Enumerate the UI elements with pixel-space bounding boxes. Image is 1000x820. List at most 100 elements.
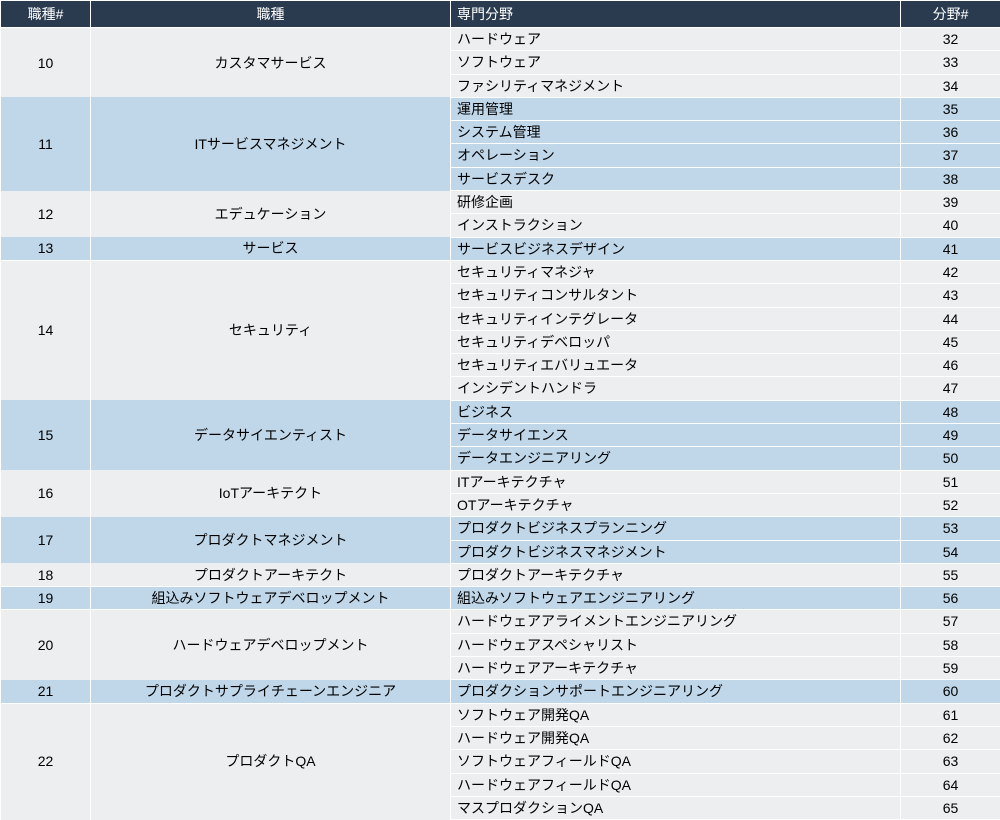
field-num-cell: 63 — [901, 750, 1000, 773]
field-num-cell: 57 — [901, 610, 1000, 633]
field-num-cell: 34 — [901, 74, 1000, 97]
specialty-cell: ハードウェア — [451, 28, 901, 51]
specialty-cell: プロダクトビジネスマネジメント — [451, 540, 901, 563]
specialty-cell: ビジネス — [451, 400, 901, 423]
field-num-cell: 58 — [901, 633, 1000, 656]
job-name-cell: プロダクトアーキテクト — [91, 563, 451, 586]
job-name-cell: データサイエンティスト — [91, 400, 451, 470]
field-num-cell: 53 — [901, 517, 1000, 540]
table-body: 10カスタマサービスハードウェア32ソフトウェア33ファシリティマネジメント34… — [1, 28, 1000, 820]
specialty-cell: セキュリティエバリュエータ — [451, 354, 901, 377]
field-num-cell: 41 — [901, 237, 1000, 260]
specialty-cell: ハードウェアスペシャリスト — [451, 633, 901, 656]
specialty-cell: プロダクションサポートエンジニアリング — [451, 680, 901, 703]
header-field-num: 分野# — [901, 1, 1000, 28]
specialty-cell: 研修企画 — [451, 191, 901, 214]
job-num-cell: 20 — [1, 610, 91, 680]
specialty-cell: ハードウェア開発QA — [451, 726, 901, 749]
specialty-cell: OTアーキテクチャ — [451, 493, 901, 516]
specialty-cell: 組込みソフトウェアエンジニアリング — [451, 587, 901, 610]
field-num-cell: 56 — [901, 587, 1000, 610]
field-num-cell: 50 — [901, 447, 1000, 470]
job-name-cell: サービス — [91, 237, 451, 260]
job-name-cell: プロダクトサプライチェーンエンジニア — [91, 680, 451, 703]
job-num-cell: 22 — [1, 703, 91, 819]
job-name-cell: プロダクトQA — [91, 703, 451, 819]
table-row: 18プロダクトアーキテクトプロダクトアーキテクチャ55 — [1, 563, 1000, 586]
job-num-cell: 21 — [1, 680, 91, 703]
job-name-cell: エデュケーション — [91, 191, 451, 238]
header-specialty: 専門分野 — [451, 1, 901, 28]
specialty-cell: インストラクション — [451, 214, 901, 237]
field-num-cell: 61 — [901, 703, 1000, 726]
job-num-cell: 19 — [1, 587, 91, 610]
specialty-cell: ソフトウェア — [451, 51, 901, 74]
field-num-cell: 60 — [901, 680, 1000, 703]
field-num-cell: 59 — [901, 657, 1000, 680]
field-num-cell: 55 — [901, 563, 1000, 586]
table-row: 19組込みソフトウェアデベロップメント組込みソフトウェアエンジニアリング56 — [1, 587, 1000, 610]
specialty-cell: ハードウェアアーキテクチャ — [451, 657, 901, 680]
header-job-num: 職種# — [1, 1, 91, 28]
field-num-cell: 51 — [901, 470, 1000, 493]
field-num-cell: 36 — [901, 121, 1000, 144]
specialty-cell: サービスデスク — [451, 167, 901, 190]
specialty-cell: ITアーキテクチャ — [451, 470, 901, 493]
table-row: 16IoTアーキテクトITアーキテクチャ51 — [1, 470, 1000, 493]
table-row: 20ハードウェアデベロップメントハードウェアアライメントエンジニアリング57 — [1, 610, 1000, 633]
table-row: 12エデュケーション研修企画39 — [1, 191, 1000, 214]
table-row: 22プロダクトQAソフトウェア開発QA61 — [1, 703, 1000, 726]
table-row: 13サービスサービスビジネスデザイン41 — [1, 237, 1000, 260]
job-num-cell: 17 — [1, 517, 91, 564]
field-num-cell: 44 — [901, 307, 1000, 330]
field-num-cell: 54 — [901, 540, 1000, 563]
table-row: 17プロダクトマネジメントプロダクトビジネスプランニング53 — [1, 517, 1000, 540]
job-specialty-table: 職種# 職種 専門分野 分野# 10カスタマサービスハードウェア32ソフトウェア… — [0, 0, 1000, 820]
job-name-cell: ハードウェアデベロップメント — [91, 610, 451, 680]
job-num-cell: 16 — [1, 470, 91, 517]
header-job-name: 職種 — [91, 1, 451, 28]
table-container: 職種# 職種 専門分野 分野# 10カスタマサービスハードウェア32ソフトウェア… — [0, 0, 1000, 820]
table-row: 11ITサービスマネジメント運用管理35 — [1, 97, 1000, 120]
field-num-cell: 62 — [901, 726, 1000, 749]
field-num-cell: 47 — [901, 377, 1000, 400]
specialty-cell: プロダクトアーキテクチャ — [451, 563, 901, 586]
job-name-cell: 組込みソフトウェアデベロップメント — [91, 587, 451, 610]
specialty-cell: インシデントハンドラ — [451, 377, 901, 400]
specialty-cell: セキュリティデベロッパ — [451, 330, 901, 353]
specialty-cell: ソフトウェアフィールドQA — [451, 750, 901, 773]
field-num-cell: 43 — [901, 284, 1000, 307]
job-num-cell: 13 — [1, 237, 91, 260]
field-num-cell: 48 — [901, 400, 1000, 423]
job-name-cell: プロダクトマネジメント — [91, 517, 451, 564]
specialty-cell: データサイエンス — [451, 424, 901, 447]
specialty-cell: ファシリティマネジメント — [451, 74, 901, 97]
job-num-cell: 12 — [1, 191, 91, 238]
job-num-cell: 14 — [1, 260, 91, 400]
field-num-cell: 64 — [901, 773, 1000, 796]
field-num-cell: 33 — [901, 51, 1000, 74]
table-row: 14セキュリティセキュリティマネジャ42 — [1, 260, 1000, 283]
field-num-cell: 39 — [901, 191, 1000, 214]
field-num-cell: 37 — [901, 144, 1000, 167]
job-num-cell: 11 — [1, 97, 91, 190]
field-num-cell: 38 — [901, 167, 1000, 190]
specialty-cell: プロダクトビジネスプランニング — [451, 517, 901, 540]
specialty-cell: システム管理 — [451, 121, 901, 144]
specialty-cell: ソフトウェア開発QA — [451, 703, 901, 726]
job-num-cell: 18 — [1, 563, 91, 586]
specialty-cell: 運用管理 — [451, 97, 901, 120]
field-num-cell: 45 — [901, 330, 1000, 353]
table-row: 15データサイエンティストビジネス48 — [1, 400, 1000, 423]
specialty-cell: セキュリティコンサルタント — [451, 284, 901, 307]
field-num-cell: 40 — [901, 214, 1000, 237]
job-name-cell: IoTアーキテクト — [91, 470, 451, 517]
specialty-cell: セキュリティインテグレータ — [451, 307, 901, 330]
job-num-cell: 10 — [1, 28, 91, 98]
field-num-cell: 46 — [901, 354, 1000, 377]
field-num-cell: 52 — [901, 493, 1000, 516]
specialty-cell: ハードウェアアライメントエンジニアリング — [451, 610, 901, 633]
specialty-cell: ハードウェアフィールドQA — [451, 773, 901, 796]
job-num-cell: 15 — [1, 400, 91, 470]
specialty-cell: マスプロダクションQA — [451, 796, 901, 819]
